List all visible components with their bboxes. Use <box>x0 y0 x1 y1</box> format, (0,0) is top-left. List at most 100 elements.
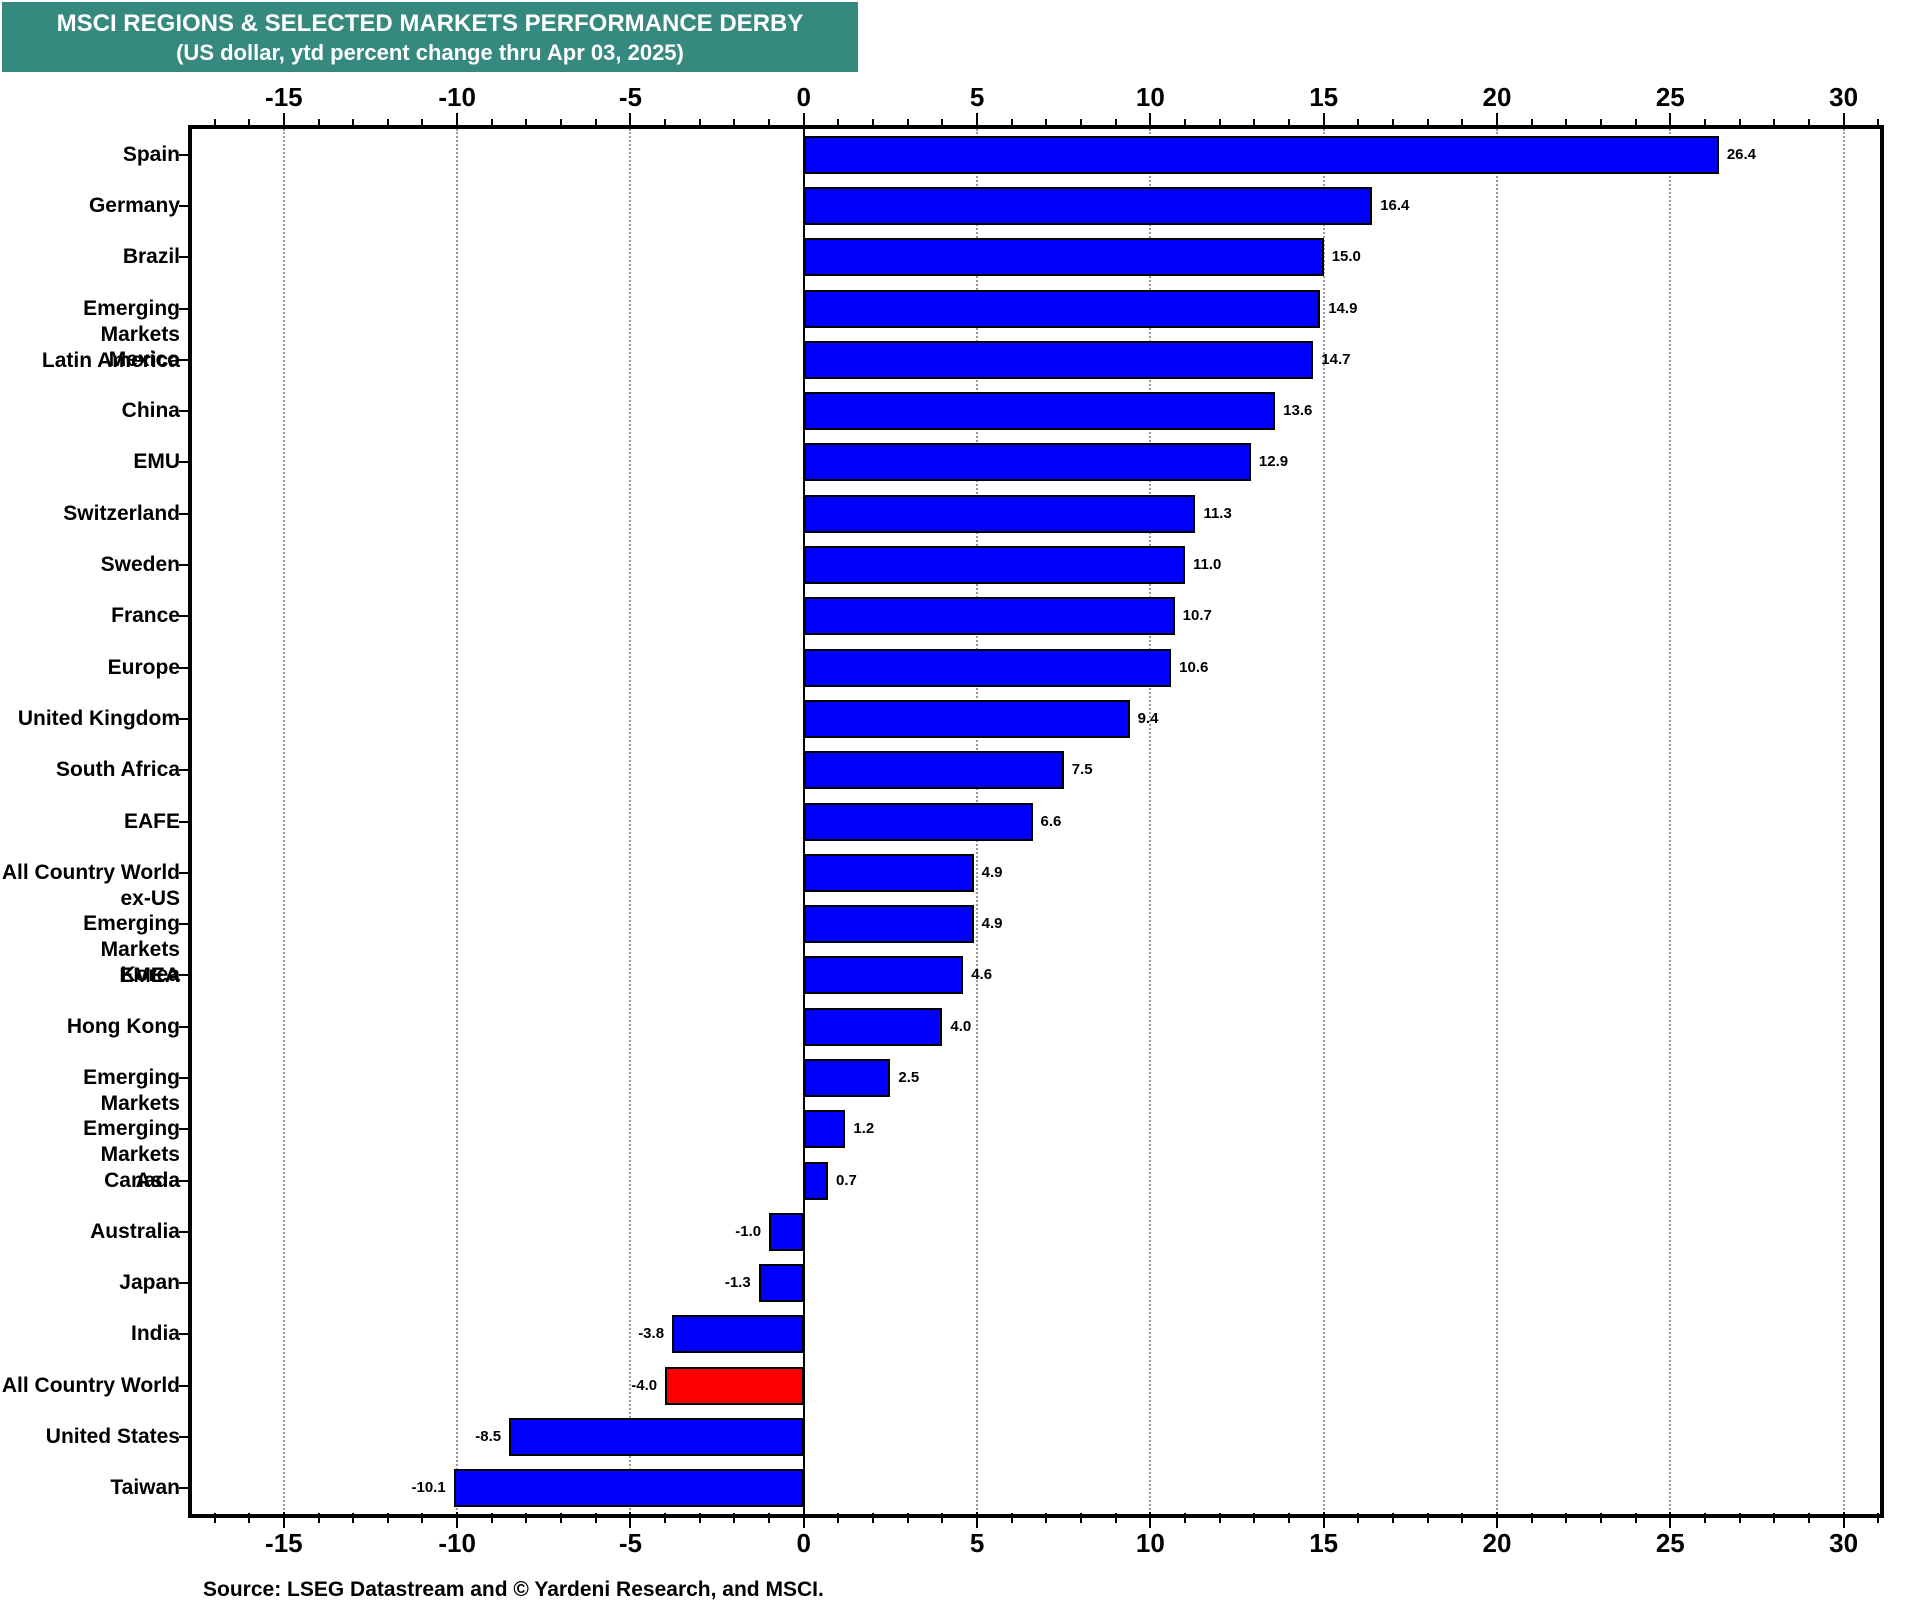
bar-value-label: 9.4 <box>1137 709 1159 727</box>
category-label: Germany <box>88 193 180 217</box>
y-tick <box>179 256 188 259</box>
x-tick-label: 25 <box>1655 82 1685 112</box>
x-minor-tick <box>768 119 771 129</box>
x-minor-tick <box>352 119 355 129</box>
y-tick <box>179 410 188 413</box>
x-minor-tick <box>1357 119 1360 129</box>
bar-value-label: 26.4 <box>1726 145 1757 163</box>
y-tick <box>179 1384 188 1387</box>
gridline <box>456 129 459 1514</box>
category-label: Emerging Markets <box>83 1065 180 1115</box>
chart-title-box: MSCI REGIONS & SELECTED MARKETS PERFORMA… <box>2 2 858 72</box>
x-minor-tick <box>317 119 320 129</box>
bar-value-label: 11.0 <box>1193 556 1222 574</box>
x-minor-tick <box>1773 1513 1776 1523</box>
x-minor-tick <box>1426 119 1429 129</box>
chart-subtitle: (US dollar, ytd percent change thru Apr … <box>176 39 684 65</box>
bar-value-label: 2.5 <box>898 1068 920 1086</box>
bar-value-label: -8.5 <box>475 1428 502 1446</box>
bar <box>803 443 1251 482</box>
x-minor-tick <box>906 119 909 129</box>
bar-value-label: 0.7 <box>836 1171 857 1189</box>
bar <box>803 238 1324 277</box>
y-tick <box>179 769 188 772</box>
bar <box>803 340 1314 379</box>
y-tick <box>179 1436 188 1439</box>
y-tick <box>179 1025 188 1028</box>
x-tick-label: 30 <box>1829 1528 1859 1558</box>
x-minor-tick <box>213 1513 216 1523</box>
x-tick-label: 15 <box>1309 1528 1339 1558</box>
x-major-tick <box>1842 113 1845 129</box>
category-label: Sweden <box>100 553 180 577</box>
x-minor-tick <box>490 1513 493 1523</box>
bar <box>803 1058 891 1097</box>
y-tick <box>179 1282 188 1285</box>
x-major-tick <box>1149 1512 1152 1528</box>
gridline <box>1149 129 1152 1514</box>
bar <box>509 1418 804 1457</box>
x-major-tick <box>1669 1512 1672 1528</box>
x-minor-tick <box>594 1513 597 1523</box>
bar <box>672 1315 804 1354</box>
x-minor-tick <box>1184 119 1187 129</box>
bar <box>803 648 1172 687</box>
x-major-tick <box>456 113 459 129</box>
x-major-tick <box>1669 113 1672 129</box>
x-minor-tick <box>490 119 493 129</box>
x-minor-tick <box>768 1513 771 1523</box>
x-minor-tick <box>1253 119 1256 129</box>
x-minor-tick <box>1184 1513 1187 1523</box>
x-minor-tick <box>213 119 216 129</box>
x-major-tick <box>1495 113 1498 129</box>
bar-value-label: 4.0 <box>950 1017 972 1035</box>
x-minor-tick <box>1634 119 1637 129</box>
category-label: Emerging Markets EMEA <box>83 912 180 988</box>
x-major-tick <box>282 113 285 129</box>
category-label: Hong Kong <box>66 1014 180 1038</box>
x-minor-tick <box>525 1513 528 1523</box>
bar <box>803 494 1196 533</box>
x-major-tick <box>456 1512 459 1528</box>
bar <box>769 1212 804 1251</box>
x-minor-tick <box>1218 119 1221 129</box>
chart-title: MSCI REGIONS & SELECTED MARKETS PERFORMA… <box>56 9 804 37</box>
category-label: France <box>111 604 180 628</box>
x-minor-tick <box>1253 1513 1256 1523</box>
y-tick <box>179 204 188 207</box>
y-tick <box>179 974 188 977</box>
bar <box>803 905 974 944</box>
x-major-tick <box>802 1512 805 1528</box>
bar-value-label: 15.0 <box>1331 248 1361 266</box>
gridline <box>1669 129 1672 1514</box>
x-minor-tick <box>1080 1513 1083 1523</box>
x-minor-tick <box>1114 1513 1117 1523</box>
x-tick-label: 0 <box>796 82 811 112</box>
bar-value-label: -3.8 <box>638 1325 665 1343</box>
bar-value-label: 4.6 <box>971 966 993 984</box>
category-label: Emerging Markets Asia <box>83 1117 180 1193</box>
x-minor-tick <box>1599 119 1602 129</box>
y-tick <box>179 1230 188 1233</box>
x-minor-tick <box>594 119 597 129</box>
bar-value-label: 14.7 <box>1321 350 1351 368</box>
bar <box>803 751 1064 790</box>
x-major-tick <box>1149 113 1152 129</box>
y-tick <box>179 1487 188 1490</box>
x-tick-label: -5 <box>618 82 643 112</box>
x-tick-label: 5 <box>969 82 985 112</box>
category-label: South Africa <box>55 758 180 782</box>
x-minor-tick <box>1807 1513 1810 1523</box>
x-minor-tick <box>1080 119 1083 129</box>
x-tick-label: 15 <box>1309 82 1339 112</box>
x-minor-tick <box>1426 1513 1429 1523</box>
x-tick-label: -5 <box>618 1528 643 1558</box>
bar <box>803 1110 846 1149</box>
x-minor-tick <box>1392 1513 1394 1523</box>
x-tick-label: -15 <box>265 1528 303 1558</box>
category-label: Taiwan <box>110 1476 180 1500</box>
y-tick <box>179 615 188 618</box>
gridline <box>1495 129 1498 1514</box>
x-major-tick <box>1842 1512 1845 1528</box>
bar <box>803 546 1186 585</box>
